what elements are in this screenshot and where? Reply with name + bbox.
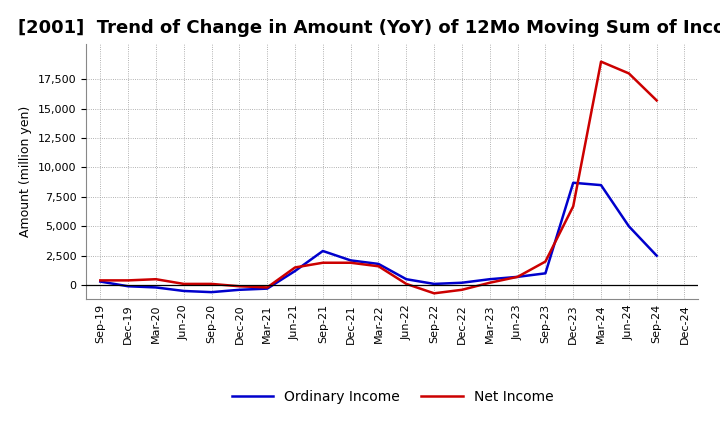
Net Income [430, 291, 438, 296]
Ordinary Income [569, 180, 577, 185]
Net Income [541, 259, 550, 264]
Net Income [513, 274, 522, 279]
Ordinary Income [124, 284, 132, 289]
Net Income [485, 280, 494, 286]
Line: Ordinary Income: Ordinary Income [100, 183, 657, 292]
Net Income [318, 260, 327, 265]
Title: [2001]  Trend of Change in Amount (YoY) of 12Mo Moving Sum of Incomes: [2001] Trend of Change in Amount (YoY) o… [18, 19, 720, 37]
Net Income [291, 265, 300, 270]
Ordinary Income [485, 277, 494, 282]
Net Income [124, 278, 132, 283]
Ordinary Income [291, 268, 300, 274]
Ordinary Income [152, 285, 161, 290]
Ordinary Income [318, 248, 327, 253]
Net Income [624, 71, 633, 76]
Net Income [207, 281, 216, 286]
Net Income [346, 260, 355, 265]
Net Income [179, 281, 188, 286]
Net Income [235, 284, 243, 289]
Ordinary Income [430, 281, 438, 286]
Net Income [263, 285, 271, 290]
Ordinary Income [179, 288, 188, 293]
Net Income [152, 277, 161, 282]
Ordinary Income [235, 287, 243, 293]
Net Income [96, 278, 104, 283]
Net Income [597, 59, 606, 64]
Net Income [458, 287, 467, 293]
Ordinary Income [624, 224, 633, 229]
Line: Net Income: Net Income [100, 62, 657, 293]
Legend: Ordinary Income, Net Income: Ordinary Income, Net Income [226, 385, 559, 410]
Y-axis label: Amount (million yen): Amount (million yen) [19, 106, 32, 237]
Ordinary Income [374, 261, 383, 267]
Net Income [569, 204, 577, 209]
Net Income [374, 264, 383, 269]
Ordinary Income [597, 183, 606, 188]
Ordinary Income [263, 286, 271, 291]
Ordinary Income [402, 277, 410, 282]
Net Income [652, 98, 661, 103]
Ordinary Income [96, 279, 104, 284]
Ordinary Income [513, 274, 522, 279]
Ordinary Income [346, 258, 355, 263]
Net Income [402, 281, 410, 286]
Ordinary Income [652, 253, 661, 258]
Ordinary Income [207, 290, 216, 295]
Ordinary Income [458, 280, 467, 286]
Ordinary Income [541, 271, 550, 276]
